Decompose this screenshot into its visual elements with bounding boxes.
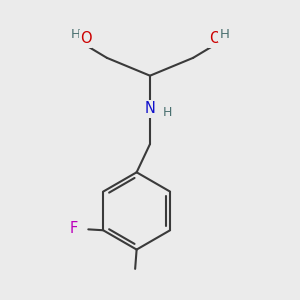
Text: H: H <box>219 28 229 41</box>
Text: O: O <box>209 31 220 46</box>
Text: H: H <box>71 28 81 41</box>
Text: N: N <box>145 101 155 116</box>
Text: F: F <box>70 221 78 236</box>
Text: O: O <box>80 31 91 46</box>
Text: H: H <box>163 106 172 119</box>
